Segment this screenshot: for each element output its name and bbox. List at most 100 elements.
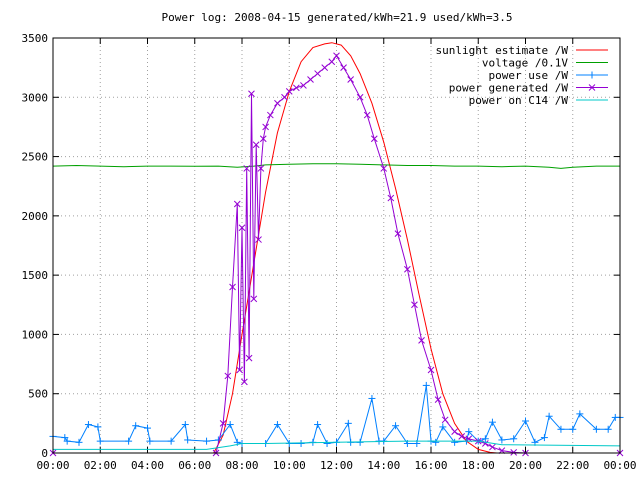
series-3-point: [252, 141, 260, 149]
y-axis-ticks: 0 500 1000 1500 2000 2500 3000 3500: [22, 32, 620, 460]
x-tick-label: 08:00: [225, 459, 258, 472]
y-tick-label: 1000: [22, 328, 49, 341]
series-2-point: [576, 410, 584, 418]
series-3-point: [285, 88, 293, 95]
series-3-point: [441, 416, 449, 424]
series-3-point: [363, 111, 371, 119]
series-2-point: [604, 425, 612, 433]
series-2-point: [522, 417, 529, 425]
series-3-point: [236, 366, 243, 374]
series-3-point: [418, 337, 425, 344]
series-3-point: [219, 420, 227, 427]
y-tick-label: 0: [41, 447, 48, 460]
y-tick-label: 2000: [22, 210, 49, 223]
series-1-line: [52, 163, 620, 169]
series-2-point: [465, 428, 473, 436]
series-3-point: [340, 64, 347, 71]
series-3-point: [387, 194, 395, 202]
series-3-point: [248, 90, 255, 98]
series-3-point: [233, 200, 241, 208]
x-tick-label: 10:00: [273, 459, 306, 472]
series-2-point: [203, 437, 211, 445]
legend-label: power generated /W: [449, 82, 569, 95]
series-3-point: [427, 366, 435, 374]
chart-grid: [53, 38, 620, 453]
legend-label: power use /W: [489, 69, 569, 82]
series-2-point: [132, 422, 140, 430]
y-tick-label: 3000: [22, 91, 49, 104]
series-2-point: [323, 440, 331, 448]
series-2-point: [273, 421, 281, 429]
series-3-point: [262, 123, 269, 131]
series-3-point: [510, 449, 518, 456]
series-2-point: [451, 438, 459, 446]
plot-frame: [52, 37, 621, 454]
series-2-point: [344, 419, 352, 427]
series-3-point: [238, 224, 246, 232]
series-2-point: [481, 435, 489, 443]
series-2-point: [61, 434, 69, 442]
series-3-point: [243, 165, 251, 172]
series-2-point: [510, 435, 518, 443]
series-2-point: [181, 421, 189, 429]
series-3-point: [274, 99, 281, 107]
series-3-point: [411, 301, 418, 309]
series-3-point: [380, 165, 388, 172]
series-3-point: [250, 295, 258, 303]
series-3-point: [314, 70, 321, 77]
series-2-point: [569, 425, 577, 433]
series-3-point: [489, 443, 496, 451]
series-3-point: [356, 93, 364, 101]
x-tick-label: 16:00: [414, 459, 447, 472]
series-2-point: [432, 438, 440, 446]
legend-marker: [588, 84, 596, 91]
x-tick-label: 04:00: [131, 459, 164, 472]
series-2-point: [167, 437, 175, 445]
legend-label: sunlight estimate /W: [436, 44, 569, 57]
series-2-point: [314, 421, 322, 429]
series-2-point: [540, 434, 548, 442]
legend-label: power on C14 /W: [469, 94, 569, 107]
series-3-point: [370, 135, 378, 143]
series-2-point: [96, 437, 104, 445]
legend-label: voltage /0.1V: [482, 57, 568, 70]
series-4-line: [53, 440, 621, 450]
series-3-point: [434, 396, 442, 403]
series-2-point: [144, 424, 151, 432]
x-tick-label: 14:00: [367, 459, 400, 472]
series-3-point: [458, 433, 466, 440]
series-3-point: [404, 265, 411, 273]
y-tick-label: 3500: [22, 32, 49, 45]
series-3-point: [266, 111, 274, 119]
x-tick-label: 00:00: [603, 459, 636, 472]
series-3-point: [451, 428, 458, 436]
series-3-point: [292, 84, 300, 92]
series-3-point: [229, 283, 236, 291]
series-2-point: [422, 381, 430, 389]
chart-series: [49, 42, 624, 457]
series-2-point: [498, 436, 506, 444]
series-3-point: [245, 354, 253, 362]
series-3-point: [394, 230, 402, 237]
series-3-point: [347, 76, 355, 83]
series-3-point: [321, 64, 329, 71]
series-3-point: [300, 82, 307, 89]
series-2-point: [226, 421, 234, 429]
x-tick-label: 02:00: [84, 459, 117, 472]
series-2-point: [75, 438, 83, 446]
series-3-point: [307, 76, 314, 83]
x-tick-label: 20:00: [509, 459, 542, 472]
series-3-point: [281, 93, 288, 101]
x-tick-label: 22:00: [556, 459, 589, 472]
series-2-point: [63, 437, 71, 445]
series-2-point: [94, 423, 102, 431]
series-2-point: [488, 418, 496, 426]
series-3-point: [255, 236, 262, 243]
series-3: [49, 52, 624, 457]
y-tick-label: 2500: [22, 151, 49, 164]
x-tick-label: 06:00: [178, 459, 211, 472]
series-2-point: [125, 437, 133, 445]
series-2-point: [146, 437, 154, 445]
